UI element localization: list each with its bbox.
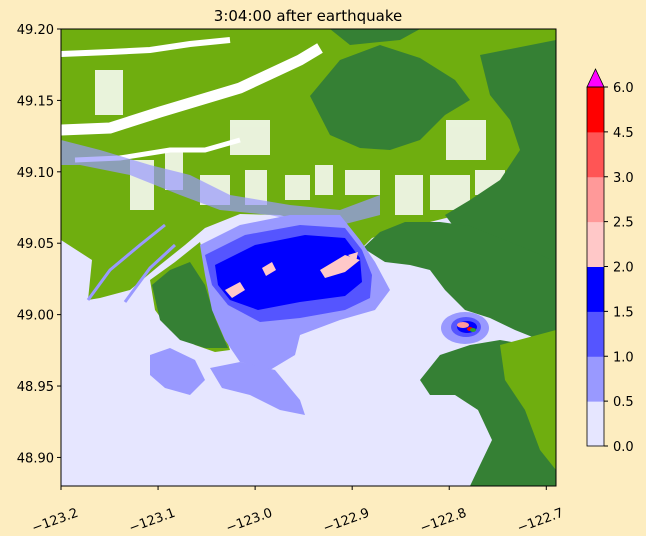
bay-level-1.5 (215, 235, 362, 310)
colorbar-segment (587, 131, 604, 178)
map-area (61, 29, 556, 486)
x-axis: −123.2 −123.1 −123.0 −122.9 −122.8 −122.7 (30, 486, 566, 536)
north-highland-strip (330, 29, 420, 45)
south-lowland-edge (500, 330, 556, 470)
colorbar-tick-label: 2.0 (613, 261, 634, 276)
lowland-flood-band (61, 140, 380, 228)
x-tick-label: −122.8 (418, 506, 468, 536)
y-tick-label: 49.05 (17, 237, 54, 252)
y-tick-label: 48.90 (17, 451, 54, 466)
colorbar-segment (587, 87, 604, 133)
south-shore-highland (363, 222, 556, 345)
y-tick-label: 49.20 (17, 23, 54, 38)
colorbar-tick-label: 2.5 (613, 216, 634, 231)
colorbar-tick-label: 3.0 (613, 171, 634, 186)
river-main (61, 43, 323, 136)
y-axis: 49.20 49.15 49.10 49.05 49.00 48.95 48.90 (17, 23, 61, 466)
y-tick-label: 48.95 (17, 380, 54, 395)
colorbar-tick-label: 0.5 (613, 395, 634, 410)
shelf-flood-2 (210, 362, 305, 415)
colorbar-segment (587, 176, 604, 223)
colorbar-tick-label: 6.0 (613, 81, 634, 96)
colorbar-segment (587, 311, 604, 357)
map-title: 3:04:00 after earthquake (214, 7, 402, 25)
shelf-flood-1 (150, 348, 205, 395)
y-tick-label: 49.15 (17, 94, 54, 109)
north-east-highland (310, 45, 470, 150)
x-tick-label: −122.9 (321, 506, 371, 536)
map-frame (60, 28, 557, 487)
x-tick-label: −123.1 (127, 506, 177, 536)
bay-level-2.0 (225, 252, 360, 298)
colorbar-segment (587, 221, 604, 267)
colorbar: 0.0 0.5 1.0 1.5 2.0 2.5 3.0 4.5 6.0 (586, 68, 634, 455)
x-tick-label: −123.0 (224, 506, 274, 536)
colorbar-tick-label: 0.0 (613, 440, 634, 455)
colorbar-tick-label: 1.0 (613, 350, 634, 365)
colorbar-tick-label: 4.5 (613, 126, 634, 141)
y-tick-label: 49.00 (17, 309, 54, 324)
colorbar-segment (587, 266, 604, 312)
hotspot (441, 312, 489, 344)
river-north-arm (61, 37, 231, 57)
x-tick-label: −123.2 (30, 506, 80, 536)
x-tick-label: −122.7 (515, 506, 565, 536)
colorbar-segment (587, 401, 604, 447)
y-tick-label: 49.10 (17, 166, 54, 181)
colorbar-tick-label: 1.5 (613, 305, 634, 320)
colorbar-segment (587, 356, 604, 402)
causeway-right (123, 243, 177, 303)
peninsula-highland (152, 262, 228, 348)
colorbar-extend-triangle (586, 68, 605, 88)
causeway-left (86, 223, 166, 301)
